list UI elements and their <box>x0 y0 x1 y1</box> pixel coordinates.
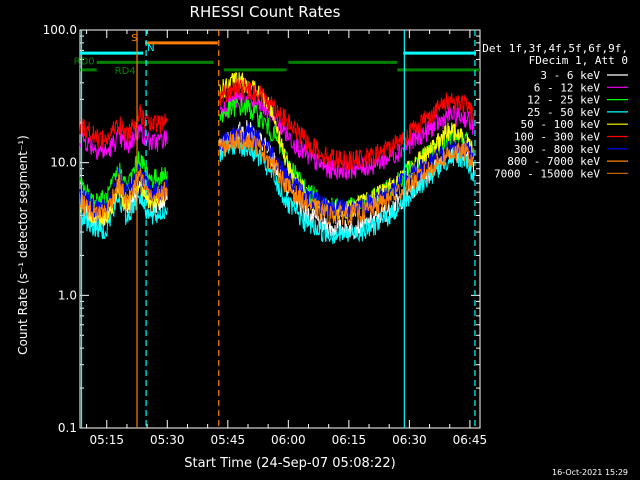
legend: Det 1f,3f,4f,5f,6f,9f, FDecim 1, Att 0 3… <box>482 42 628 180</box>
legend-entry-label: 25 - 50 keV <box>527 106 600 119</box>
x-tick-label: 06:00 <box>271 433 306 447</box>
x-axis-label: Start Time (24-Sep-07 05:08:22) <box>184 456 395 471</box>
plot-vertical-lines <box>80 30 476 428</box>
legend-entry-label: 800 - 7000 keV <box>507 155 600 168</box>
x-tick-label: 06:15 <box>332 433 367 447</box>
legend-entry-label: 3 - 6 keV <box>540 69 600 82</box>
legend-entry-label: 12 - 25 keV <box>527 94 600 107</box>
x-tick-label: 05:45 <box>211 433 246 447</box>
plot-frame <box>79 29 481 429</box>
chart-title: RHESSI Count Rates <box>190 3 341 21</box>
y-tick-label: 0.1 <box>58 421 77 435</box>
annotation-label: S <box>131 33 137 44</box>
y-axis-label: Count Rate (s⁻¹ detector segment⁻¹) <box>16 135 30 355</box>
series-line <box>79 90 475 180</box>
legend-entry-label: 50 - 100 keV <box>521 118 601 131</box>
footer-timestamp: 16-Oct-2021 15:29 <box>552 468 628 477</box>
series-line <box>79 78 475 171</box>
series-line <box>79 71 475 227</box>
y-tick-label: 10.0 <box>50 156 77 170</box>
x-tick-label: 05:15 <box>89 433 124 447</box>
plot-annotations: SN RD0 RD4 <box>74 33 480 77</box>
legend-entry-label: 6 - 12 keV <box>534 81 601 94</box>
series-line <box>79 130 475 226</box>
legend-entry-label: 7000 - 15000 keV <box>494 167 600 180</box>
y-tick-label: 100.0 <box>43 23 77 37</box>
plot-series <box>79 71 475 245</box>
x-tick-label: 06:45 <box>453 433 488 447</box>
legend-header-line-2: FDecim 1, Att 0 <box>529 54 628 67</box>
legend-entry-label: 300 - 800 keV <box>514 143 600 156</box>
series-line <box>79 123 475 218</box>
legend-entry-label: 100 - 300 keV <box>514 131 600 144</box>
plot-axes: 05:15 05:30 05:45 06:00 06:15 06:30 06:45 0.1 1.… <box>43 23 488 447</box>
y-tick-label: 1.0 <box>58 288 77 302</box>
annotation-label: RD4 <box>115 66 136 77</box>
annotation-label: RD0 <box>74 56 95 67</box>
x-tick-label: 05:30 <box>150 433 185 447</box>
annotation-label: N <box>147 43 154 54</box>
legend-header-line-1: Det 1f,3f,4f,5f,6f,9f, <box>482 42 628 55</box>
x-tick-label: 06:30 <box>392 433 427 447</box>
